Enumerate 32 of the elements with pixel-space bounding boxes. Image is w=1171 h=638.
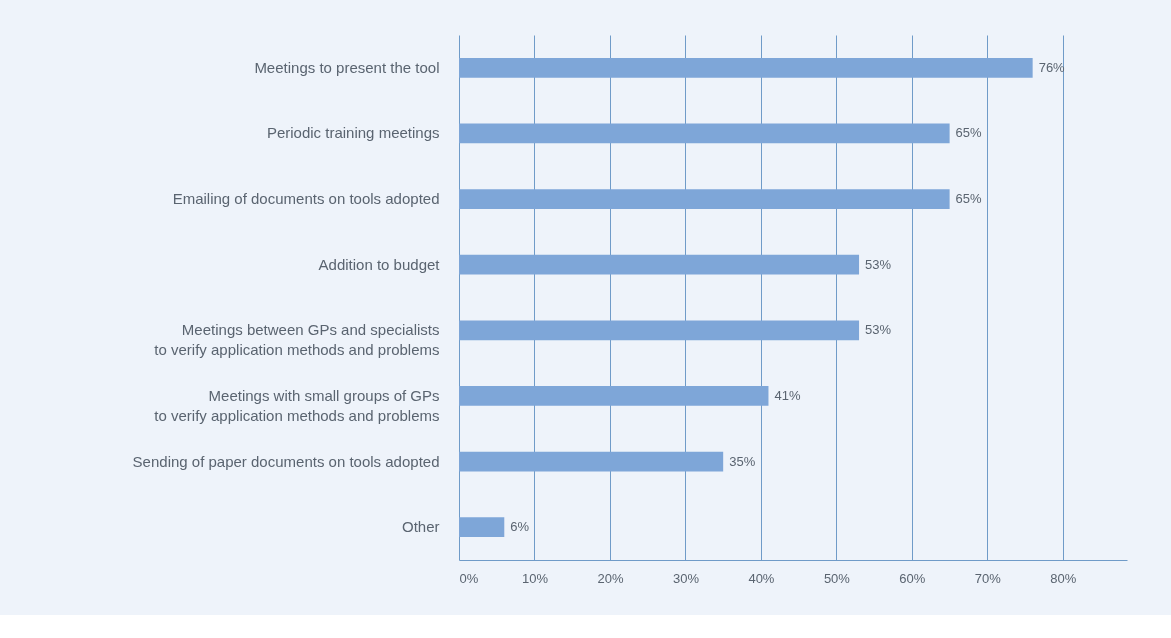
y-tick-label: Addition to budget (318, 255, 441, 273)
data-label: 41% (774, 387, 801, 403)
bar (459, 123, 950, 144)
bar (459, 320, 860, 341)
x-tick-label: 0% (459, 570, 479, 586)
data-label: 35% (729, 453, 756, 469)
y-tick-label: Emailing of documents on tools adopted (172, 190, 440, 208)
x-tick-label: 30% (672, 570, 700, 586)
data-label: 53% (865, 322, 892, 338)
data-label: 6% (510, 519, 530, 535)
y-tick-label: Meetings with small groups of GPs to verify application methods and problems (154, 386, 440, 424)
bar (459, 517, 505, 538)
data-label: 53% (865, 256, 892, 272)
x-tick-label: 10% (521, 570, 549, 586)
x-tick-label: 70% (974, 570, 1002, 586)
data-label: 65% (955, 125, 983, 141)
y-tick-label: Other (401, 518, 440, 536)
bar (459, 254, 860, 275)
y-tick-label: Sending of paper documents on tools adopted (132, 452, 440, 470)
data-label: 65% (955, 191, 983, 207)
x-tick-label: 20% (597, 570, 624, 586)
y-tick-label: Meetings between GPs and specialists to verify application methods and problems (154, 321, 440, 359)
bar (459, 451, 724, 472)
x-tick-label: 80% (1050, 570, 1077, 586)
x-tick-label: 50% (823, 570, 851, 586)
x-tick-label: 60% (899, 570, 926, 586)
bar (459, 57, 1033, 78)
y-tick-label: Periodic training meetings (266, 124, 440, 142)
bar (459, 386, 769, 406)
bar (459, 189, 950, 209)
x-tick-label: 40% (748, 570, 775, 586)
y-tick-label: Meetings to present the tool (254, 58, 440, 76)
